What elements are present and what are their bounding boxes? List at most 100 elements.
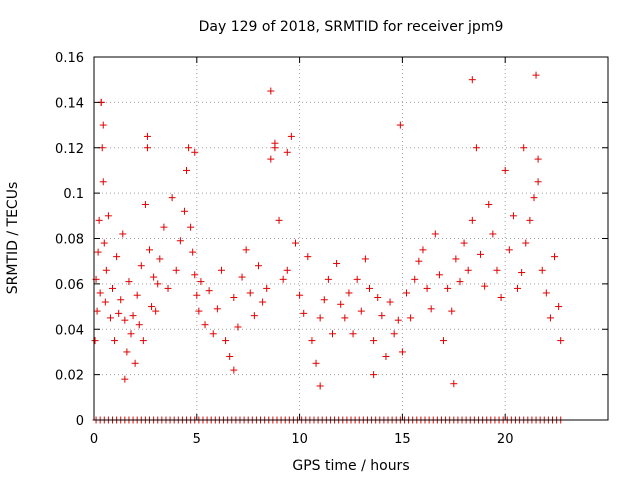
data-point: [493, 266, 501, 274]
data-point: [180, 207, 188, 215]
x-tick-label: 10: [291, 432, 308, 447]
data-point: [193, 291, 201, 299]
data-point: [530, 194, 538, 202]
data-point: [374, 293, 382, 301]
data-point: [464, 266, 472, 274]
data-point: [396, 121, 404, 129]
data-point: [468, 216, 476, 224]
data-point: [440, 337, 448, 345]
x-tick-label: 5: [193, 432, 201, 447]
data-point: [195, 307, 203, 315]
data-point: [121, 375, 129, 383]
data-point: [99, 178, 107, 186]
data-point: [386, 298, 394, 306]
data-point: [287, 132, 295, 140]
data-point: [522, 239, 530, 247]
y-tick-label: 0.16: [55, 51, 84, 66]
data-point: [316, 314, 324, 322]
data-point: [501, 166, 509, 174]
data-point: [468, 76, 476, 84]
data-point: [150, 273, 158, 281]
data-point: [546, 314, 554, 322]
y-axis-label: SRMTID / TECUs: [5, 182, 21, 295]
data-point: [450, 380, 458, 388]
data-point: [308, 337, 316, 345]
data-point: [349, 330, 357, 338]
data-point: [106, 314, 114, 322]
y-tick-label: 0.12: [55, 142, 84, 157]
data-point: [489, 230, 497, 238]
data-point: [189, 248, 197, 256]
data-point: [154, 280, 162, 288]
data-point: [435, 271, 443, 279]
data-point: [263, 284, 271, 292]
data-point: [160, 223, 168, 231]
data-point: [398, 348, 406, 356]
y-tick-label: 0.1: [63, 187, 84, 202]
data-point: [121, 316, 129, 324]
data-point: [242, 246, 250, 254]
data-point: [254, 262, 262, 270]
data-point: [125, 278, 133, 286]
data-point: [139, 337, 147, 345]
data-point: [423, 284, 431, 292]
data-point: [304, 253, 312, 261]
data-point: [390, 330, 398, 338]
data-point: [415, 257, 423, 265]
data-point: [146, 246, 154, 254]
data-point: [538, 266, 546, 274]
data-point: [100, 239, 108, 247]
data-point: [137, 262, 145, 270]
data-point: [267, 155, 275, 163]
y-tick-label: 0.08: [55, 233, 84, 248]
data-point: [448, 307, 456, 315]
data-point: [419, 246, 427, 254]
data-point: [477, 250, 485, 258]
data-point: [95, 216, 103, 224]
y-tick-label: 0.02: [55, 369, 84, 384]
data-point: [485, 200, 493, 208]
data-point: [127, 330, 135, 338]
data-point: [341, 314, 349, 322]
data-point: [191, 148, 199, 156]
data-point: [328, 330, 336, 338]
data-point: [113, 253, 121, 261]
data-point: [357, 307, 365, 315]
data-point: [557, 337, 565, 345]
data-point: [534, 155, 542, 163]
data-point: [427, 305, 435, 313]
data-point: [353, 275, 361, 283]
data-point: [497, 293, 505, 301]
data-point: [109, 284, 117, 292]
data-point: [472, 144, 480, 152]
data-point: [222, 337, 230, 345]
data-point: [226, 352, 234, 360]
data-point: [246, 289, 254, 297]
y-tick-label: 0.06: [55, 278, 84, 293]
data-point: [407, 314, 415, 322]
data-point: [518, 269, 526, 277]
data-point: [259, 298, 267, 306]
data-point: [102, 266, 110, 274]
data-point: [119, 230, 127, 238]
data-point: [250, 312, 258, 320]
data-point: [312, 359, 320, 367]
data-point: [283, 266, 291, 274]
data-point: [115, 309, 123, 317]
data-point: [230, 366, 238, 374]
data-point: [291, 239, 299, 247]
data-point: [131, 359, 139, 367]
data-point: [532, 71, 540, 79]
data-point: [520, 144, 528, 152]
data-point: [394, 316, 402, 324]
data-point: [324, 275, 332, 283]
data-point: [141, 200, 149, 208]
data-point: [91, 337, 99, 345]
data-point: [366, 284, 374, 292]
data-point: [345, 289, 353, 297]
chart-title: Day 129 of 2018, SRMTID for receiver jpm…: [199, 19, 504, 35]
data-point: [378, 312, 386, 320]
data-point: [129, 312, 137, 320]
data-point: [271, 139, 279, 147]
